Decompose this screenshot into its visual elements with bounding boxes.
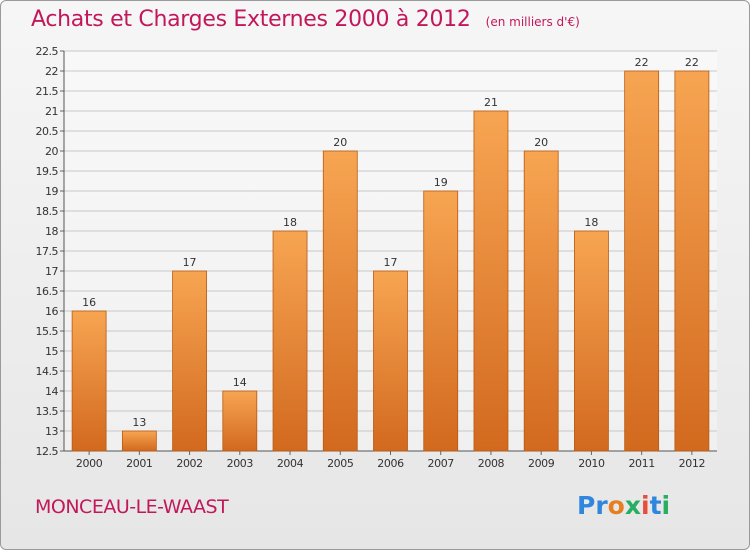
- x-tick-label: 2009: [528, 457, 555, 470]
- y-tick-label: 20.5: [36, 125, 59, 138]
- x-tick-label: 2012: [679, 457, 705, 470]
- x-tick-label: 2000: [76, 457, 103, 470]
- bar-2012: [674, 70, 710, 452]
- y-tick-label: 18: [45, 225, 58, 238]
- data-label-2007: 19: [434, 176, 448, 189]
- y-tick-label: 16: [45, 305, 58, 318]
- x-tick-label: 2008: [478, 457, 505, 470]
- data-label-2005: 20: [333, 136, 347, 149]
- x-tick-label: 2011: [628, 457, 654, 470]
- bar-2002: [172, 270, 207, 452]
- title-row: Achats et Charges Externes 2000 à 2012 (…: [31, 7, 580, 32]
- logo-letter: P: [577, 491, 596, 520]
- bar-2001: [121, 430, 157, 452]
- data-label-2008: 21: [484, 96, 498, 109]
- x-tick-label: 2010: [578, 457, 605, 470]
- x-tick-label: 2004: [277, 457, 304, 470]
- chart-unit: (en milliers d'€): [485, 15, 580, 29]
- logo-letter: i: [661, 491, 671, 520]
- proxiti-logo: Proxiti: [577, 491, 670, 520]
- y-tick-label: 21: [45, 105, 58, 118]
- logo-letter: t: [649, 491, 662, 520]
- data-label-2006: 17: [384, 256, 398, 269]
- location-name: MONCEAU-LE-WAAST: [35, 496, 229, 518]
- bar-2008: [473, 110, 509, 452]
- chart-title: Achats et Charges Externes 2000 à 2012: [31, 7, 471, 32]
- logo-letter: o: [607, 491, 625, 520]
- data-label-2003: 14: [233, 376, 247, 389]
- y-tick-label: 12.5: [36, 445, 59, 458]
- bar-2000: [71, 310, 107, 452]
- y-tick-label: 14.5: [36, 365, 59, 378]
- y-tick-label: 19: [45, 185, 58, 198]
- x-tick-label: 2007: [428, 457, 455, 470]
- bar-2011: [624, 70, 660, 452]
- bar-2004: [272, 230, 308, 452]
- data-label-2012: 22: [685, 56, 699, 69]
- y-tick-label: 20: [45, 145, 58, 158]
- bar-2006: [373, 270, 408, 452]
- logo-letter: r: [595, 491, 608, 520]
- bar-2007: [423, 190, 459, 452]
- data-label-2010: 18: [584, 216, 598, 229]
- y-tick-label: 21.5: [36, 85, 59, 98]
- data-label-2002: 17: [183, 256, 197, 269]
- x-tick-label: 2003: [227, 457, 254, 470]
- y-tick-label: 13.5: [36, 405, 59, 418]
- bar-2005: [322, 150, 358, 452]
- y-tick-label: 22: [45, 65, 58, 78]
- data-label-2009: 20: [534, 136, 548, 149]
- y-tick-label: 17.5: [36, 245, 59, 258]
- data-label-2004: 18: [283, 216, 297, 229]
- data-label-2000: 16: [82, 296, 96, 309]
- y-tick-label: 15.5: [36, 325, 59, 338]
- x-tick-label: 2005: [327, 457, 354, 470]
- y-tick-label: 18.5: [36, 205, 59, 218]
- y-tick-label: 13: [45, 425, 58, 438]
- logo-letter: i: [641, 491, 650, 520]
- y-tick-label: 15: [45, 345, 58, 358]
- x-tick-label: 2002: [176, 457, 202, 470]
- y-tick-label: 14: [45, 385, 58, 398]
- bar-2003: [222, 390, 258, 452]
- y-tick-label: 22.5: [36, 45, 59, 58]
- x-tick-label: 2001: [126, 457, 152, 470]
- data-label-2001: 13: [132, 416, 146, 429]
- bar-2010: [574, 230, 609, 452]
- x-tick-label: 2006: [377, 457, 404, 470]
- y-tick-label: 17: [45, 265, 58, 278]
- logo-letter: x: [624, 491, 641, 520]
- bar-2009: [523, 150, 559, 452]
- data-label-2011: 22: [635, 56, 649, 69]
- y-tick-label: 19.5: [36, 165, 59, 178]
- y-tick-label: 16.5: [36, 285, 59, 298]
